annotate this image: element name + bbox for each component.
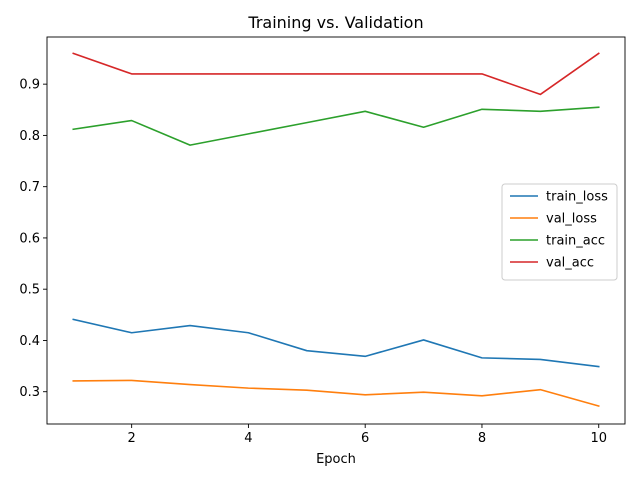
axes-frame [46, 36, 626, 425]
series-line-val_loss [72, 379, 600, 408]
x-axis-label: Epoch [316, 452, 356, 467]
y-tick-label: 0.9 [19, 78, 40, 93]
y-tick-label: 0.6 [19, 231, 40, 246]
y-tick-label: 0.3 [19, 385, 40, 400]
x-tick-label: 8 [478, 431, 486, 446]
legend-box [501, 183, 618, 281]
x-tick-label: 6 [361, 431, 369, 446]
x-tick-label: 4 [244, 431, 252, 446]
y-tick-label: 0.5 [19, 283, 40, 298]
legend: train_loss val_loss train_acc val_acc [501, 183, 618, 281]
legend-label-val_acc: val_acc [546, 256, 594, 271]
legend-label-train_loss: train_loss [546, 190, 608, 205]
legend-label-val_loss: val_loss [546, 212, 597, 227]
y-tick-label: 0.4 [19, 334, 40, 349]
y-tick-label: 0.7 [19, 180, 40, 195]
axes: 2 4 6 8 10 0.3 0.4 0.5 0.6 0.7 0.8 0.9 [19, 36, 626, 446]
series-line-val_acc [72, 52, 600, 96]
series-line-train_loss [72, 318, 600, 368]
x-tick-label: 2 [128, 431, 136, 446]
plot-area [72, 52, 600, 408]
y-tick-label: 0.8 [19, 129, 40, 144]
series-line-train_acc [72, 106, 600, 146]
legend-label-train_acc: train_acc [546, 234, 605, 249]
x-tick-label: 10 [590, 431, 607, 446]
chart-title: Training vs. Validation [247, 13, 423, 32]
